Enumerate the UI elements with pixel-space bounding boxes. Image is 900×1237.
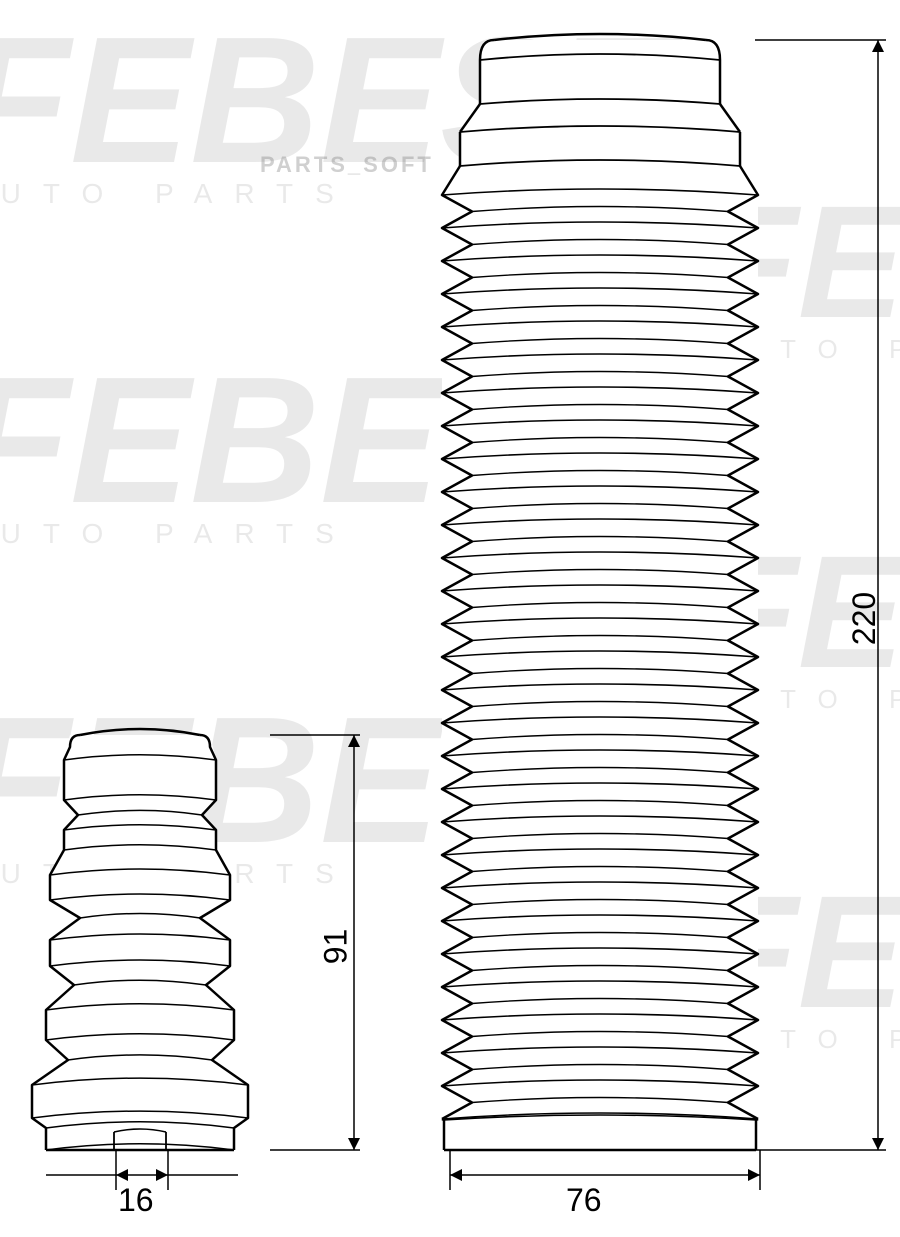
dim-bumper-height: 91: [317, 929, 354, 965]
dim-boot-width: 76: [566, 1182, 602, 1219]
drawing-stage: FEBEST AUTO PARTS FEBEST AUTO PARTS FEBE…: [0, 0, 900, 1237]
technical-drawing-svg: [0, 0, 900, 1237]
dim-bumper-width: 16: [118, 1182, 154, 1219]
dim-boot-height: 220: [846, 592, 883, 645]
